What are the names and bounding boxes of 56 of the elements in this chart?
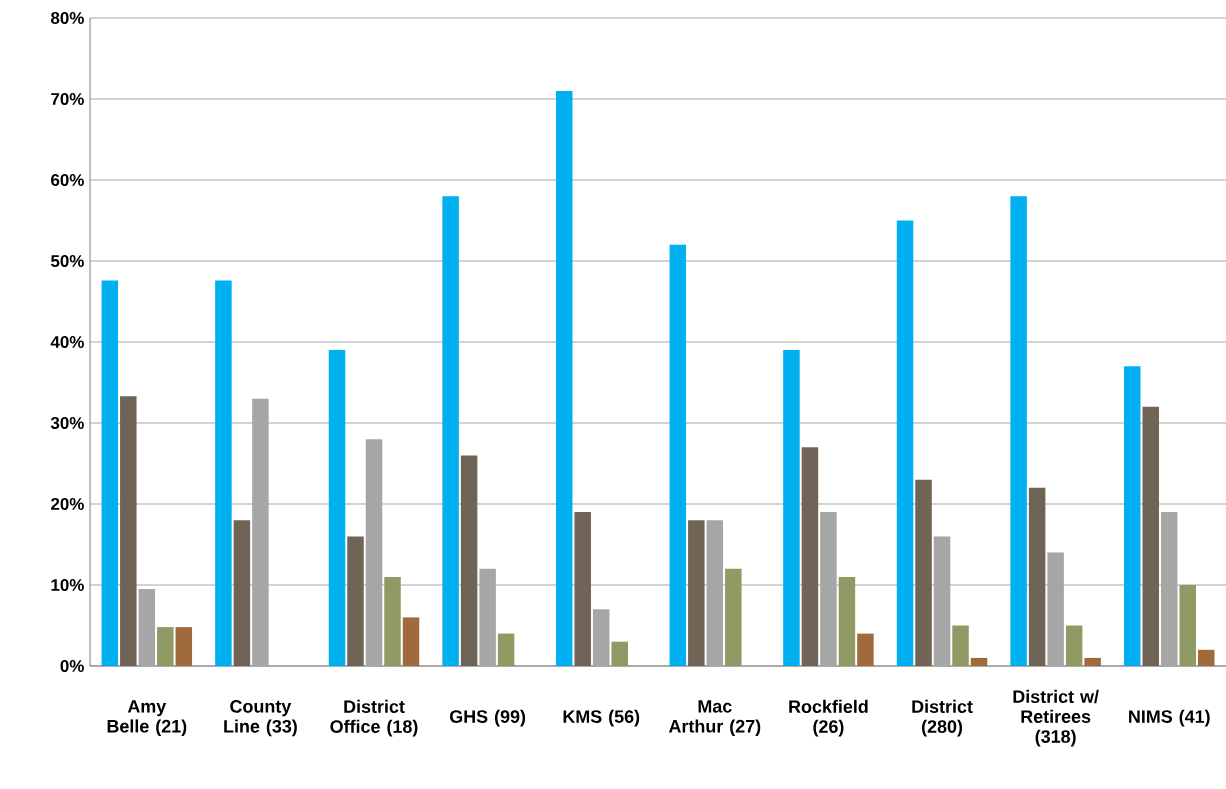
bar <box>857 633 874 666</box>
y-tick-label: 30% <box>50 416 84 429</box>
x-tick-label: District Office (18) <box>330 699 418 737</box>
bar <box>915 479 932 666</box>
bar <box>838 576 856 666</box>
bar <box>1065 625 1083 666</box>
x-tick-label: District (280) <box>912 699 973 737</box>
y-tick-label: 50% <box>50 255 84 267</box>
bar <box>952 625 969 666</box>
x-tick-label: District w/ Retirees (318) <box>1013 689 1099 747</box>
y-tick-label: 20% <box>51 498 84 510</box>
y-tick-label: 40% <box>50 336 84 348</box>
x-tick-label: Rockfield (26) <box>789 699 868 737</box>
bar <box>1142 406 1159 666</box>
bar <box>460 455 478 666</box>
bar <box>101 280 119 666</box>
x-tick-label: Amy Belle (21) <box>107 700 187 737</box>
bar <box>442 196 459 666</box>
y-tick-label: 10% <box>51 579 84 591</box>
y-tick-label: 0% <box>60 660 84 672</box>
bar <box>138 589 156 666</box>
bar <box>328 350 346 666</box>
bar <box>801 447 819 666</box>
bar <box>120 396 137 666</box>
x-tick-label: County Line (33) <box>224 700 297 737</box>
bar <box>896 220 914 666</box>
bar <box>1010 196 1027 666</box>
bar <box>175 627 193 666</box>
bar <box>725 568 742 666</box>
bar <box>592 609 610 666</box>
x-tick-label: GHS (99) <box>449 709 526 727</box>
y-tick-label: 60% <box>51 174 84 186</box>
bar <box>970 657 988 666</box>
bar <box>669 244 687 666</box>
y-tick-label: 80% <box>50 12 84 24</box>
bar <box>233 520 251 666</box>
bar <box>783 350 800 666</box>
x-tick-label: NIMS (41) <box>1129 709 1210 727</box>
bar <box>574 512 591 666</box>
bar <box>611 641 628 666</box>
x-tick-label: Mac Arthur (27) <box>668 700 761 737</box>
y-tick-label: 70% <box>51 93 84 105</box>
bar <box>384 576 401 666</box>
bar <box>688 520 705 666</box>
bar <box>157 627 174 666</box>
bar <box>1084 657 1101 666</box>
bar <box>1197 649 1215 666</box>
bar <box>347 536 364 666</box>
bar <box>402 617 420 666</box>
bar <box>215 280 232 666</box>
bar <box>1179 585 1196 666</box>
bar <box>497 633 515 666</box>
bar <box>555 90 573 666</box>
bar <box>1123 366 1141 666</box>
x-tick-label: KMS (56) <box>563 709 640 727</box>
bar <box>1028 487 1046 666</box>
